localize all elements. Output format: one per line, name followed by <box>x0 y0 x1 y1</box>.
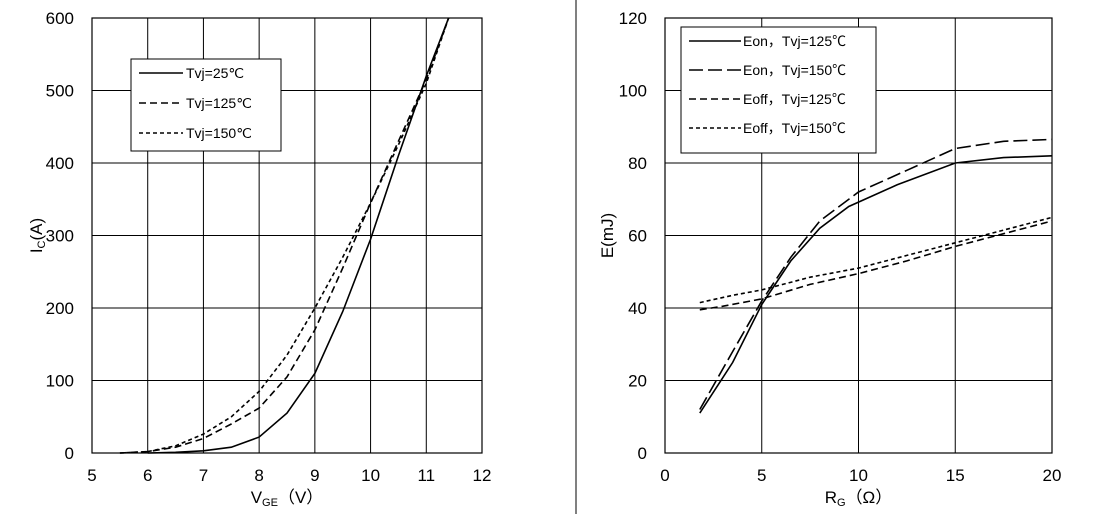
y-tick-label: 40 <box>628 299 647 318</box>
x-axis-label: RG（Ω） <box>825 488 893 509</box>
y-tick-label: 100 <box>46 372 74 391</box>
x-axis-label-sub: G <box>837 497 846 509</box>
x-tick-label: 5 <box>757 466 766 485</box>
plot-frame <box>91 17 483 454</box>
legend-label: Eoff，Tvj=150℃ <box>743 120 846 136</box>
y-tick-label: 80 <box>628 154 647 173</box>
y-tick-label: 120 <box>619 9 647 28</box>
y-tick-label: 0 <box>638 444 647 463</box>
series-line-2 <box>699 220 1053 311</box>
x-tick-label: 11 <box>417 466 435 485</box>
y-axis-label-main: E(mJ) <box>598 213 617 258</box>
y-tick-label: 500 <box>46 82 74 101</box>
legend-label: Eon，Tvj=150℃ <box>743 62 846 78</box>
x-tick-label: 6 <box>143 466 152 485</box>
series-lines <box>699 138 1053 414</box>
series-lines <box>119 17 450 454</box>
y-axis-label-main: I <box>27 248 46 253</box>
y-tick-label: 100 <box>619 82 647 101</box>
y-axis-label: IC(A) <box>27 218 48 253</box>
x-axis-label-main: R <box>825 488 837 507</box>
x-tick-label: 15 <box>946 466 965 485</box>
series-line-2 <box>119 17 450 454</box>
x-tick-label: 12 <box>473 466 492 485</box>
y-tick-label: 300 <box>46 227 74 246</box>
x-axis-label-sub: GE <box>262 497 278 509</box>
legend-label: Tvj=150℃ <box>186 125 252 141</box>
y-tick-label: 600 <box>46 9 74 28</box>
x-tick-label: 9 <box>310 466 319 485</box>
x-tick-labels: 0 5 10 15 20 <box>660 466 1061 485</box>
plot-frame <box>664 17 1053 454</box>
y-axis-label-unit: (A) <box>27 218 46 241</box>
series-line-1 <box>119 17 450 454</box>
legend-label: Eon，Tvj=125℃ <box>743 33 846 49</box>
x-tick-label: 8 <box>254 466 263 485</box>
legend-label: Tvj=125℃ <box>186 95 252 111</box>
x-tick-labels: 5 6 7 8 9 10 11 12 <box>87 466 491 485</box>
x-tick-label: 10 <box>361 466 380 485</box>
series-line-0 <box>147 17 450 454</box>
x-axis-label: VGE（V） <box>251 488 324 509</box>
x-tick-label: 20 <box>1043 466 1062 485</box>
x-axis-label-main: V <box>251 488 263 507</box>
chart-legend: Tvj=25℃ Tvj=125℃ Tvj=150℃ <box>130 58 282 152</box>
series-line-3 <box>699 216 1053 304</box>
x-tick-label: 5 <box>87 466 96 485</box>
y-tick-label: 60 <box>628 227 647 246</box>
legend-label: Eoff，Tvj=125℃ <box>743 91 846 107</box>
chart-legend: Eon，Tvj=125℃ Eon，Tvj=150℃ Eoff，Tvj=125℃ Eof… <box>680 26 877 154</box>
x-tick-label: 10 <box>849 466 868 485</box>
y-axis-label: E(mJ) <box>598 213 617 258</box>
legend-box <box>130 58 282 152</box>
x-tick-label: 0 <box>660 466 669 485</box>
y-tick-label: 200 <box>46 299 74 318</box>
x-tick-label: 7 <box>199 466 208 485</box>
chart-grid <box>91 17 483 454</box>
y-tick-label: 400 <box>46 154 74 173</box>
y-tick-label: 20 <box>628 372 647 391</box>
y-tick-labels: 0 20 40 60 80 100 120 <box>619 9 647 463</box>
series-line-0 <box>699 155 1053 414</box>
x-axis-label-unit: （V） <box>278 488 323 507</box>
legend-label: Tvj=25℃ <box>186 65 244 81</box>
series-line-1 <box>699 138 1053 410</box>
y-tick-label: 0 <box>65 444 74 463</box>
legend-box <box>680 26 877 154</box>
y-tick-labels: 0 100 200 300 400 500 600 <box>46 9 74 463</box>
y-axis-label-sub: C <box>36 240 48 248</box>
x-axis-label-unit: （Ω） <box>846 488 893 507</box>
